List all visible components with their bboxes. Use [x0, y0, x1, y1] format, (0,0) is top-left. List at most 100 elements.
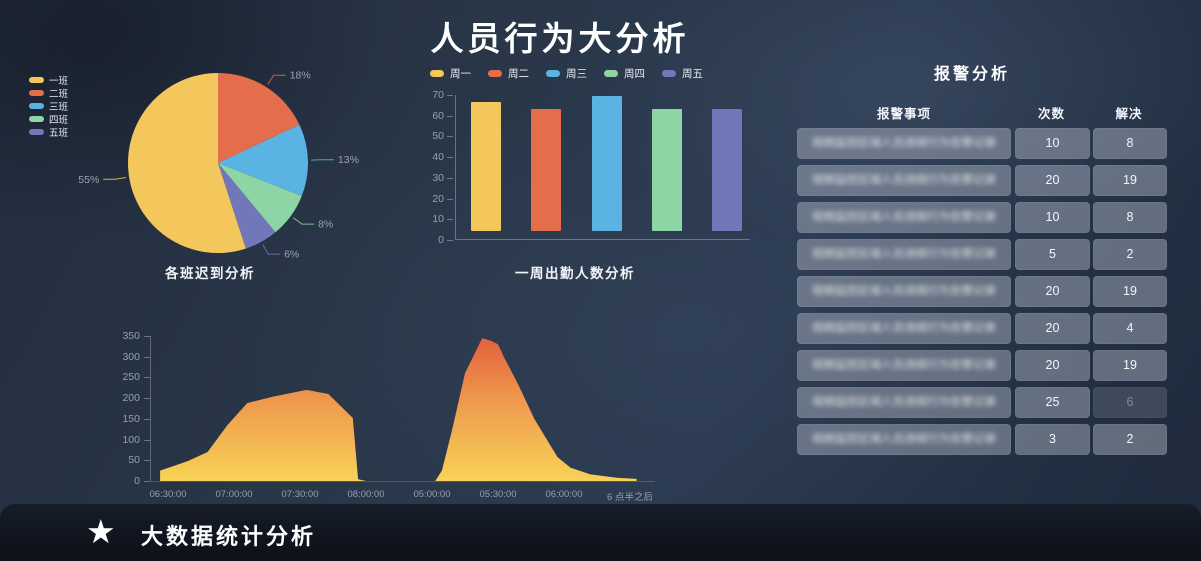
alarm-resolved-cell: 19: [1093, 350, 1167, 381]
alarm-col-header-count: 次数: [1037, 107, 1065, 121]
alarm-item-redacted-text: 视频监控区域人员违规行为告警记录: [812, 137, 996, 149]
area-y-tick-label: 100: [122, 433, 140, 446]
bar-周五: [712, 108, 742, 231]
alarm-count-cell: 20: [1015, 313, 1090, 344]
alarm-resolved-cell: 6: [1093, 387, 1167, 418]
area-y-tick-label: 0: [134, 475, 140, 487]
bar-y-tick: [447, 95, 453, 96]
bar-legend-item-周四[interactable]: 周四: [604, 66, 645, 81]
alarm-count-cell: 10: [1015, 128, 1090, 159]
alarm-item-redacted-text: 视频监控区域人员违规行为告警记录: [812, 248, 996, 260]
alarm-item-redacted-text: 视频监控区域人员违规行为告警记录: [812, 359, 996, 371]
area-x-tick-label: 06:00:00: [545, 489, 583, 500]
alarm-item-cell[interactable]: 视频监控区域人员违规行为告警记录: [797, 350, 1011, 381]
page-title: 人员行为大分析: [430, 20, 690, 57]
area-x-tick-label: 05:30:00: [479, 489, 517, 500]
legend-label: 周三: [566, 68, 587, 80]
area-x-tick-label: 07:30:00: [281, 489, 319, 500]
alarm-item-cell[interactable]: 视频监控区域人员违规行为告警记录: [797, 202, 1011, 233]
pie-legend-item-三班[interactable]: 三班: [29, 102, 68, 113]
alarm-table-row[interactable]: 视频监控区域人员违规行为告警记录 20 19: [797, 276, 1167, 307]
bar-y-tick-label: 50: [432, 130, 444, 143]
pie-legend: 一班 二班三班 四班 五班: [29, 76, 68, 141]
legend-label: 四班: [49, 114, 69, 126]
pie-legend-item-四班[interactable]: 四班: [29, 115, 68, 126]
area-y-tick-label: 200: [122, 392, 140, 405]
legend-swatch: [604, 70, 618, 77]
alarm-item-cell[interactable]: 视频监控区域人员违规行为告警记录: [797, 165, 1011, 196]
pie-legend-item-五班[interactable]: 五班: [29, 128, 68, 139]
alarm-col-header-resolved: 解决: [1115, 107, 1143, 121]
alarm-table-row[interactable]: 视频监控区域人员违规行为告警记录 20 19: [797, 350, 1167, 381]
alarm-item-cell[interactable]: 视频监控区域人员违规行为告警记录: [797, 387, 1011, 418]
pie-legend-item-二班[interactable]: 二班: [29, 89, 68, 100]
bar-legend: 周一 周二 周三 周四 周五: [430, 66, 703, 81]
bar-chart: [455, 95, 750, 240]
pie-legend-item-一班[interactable]: 一班: [29, 76, 68, 87]
pie-slice-二班: [218, 73, 300, 163]
alarm-item-redacted-text: 视频监控区域人员违规行为告警记录: [812, 174, 996, 186]
bar-周三: [592, 96, 622, 231]
alarm-item-cell[interactable]: 视频监控区域人员违规行为告警记录: [797, 276, 1011, 307]
alarm-item-redacted-text: 视频监控区域人员违规行为告警记录: [812, 396, 996, 408]
alarm-table-row[interactable]: 视频监控区域人员违规行为告警记录 10 8: [797, 202, 1167, 233]
alarm-resolved-cell: 2: [1093, 424, 1167, 455]
alarm-item-cell[interactable]: 视频监控区域人员违规行为告警记录: [797, 128, 1011, 159]
area-y-tick: [144, 460, 150, 462]
bar-y-tick: [447, 136, 453, 138]
legend-label: 二班: [49, 88, 69, 100]
alarm-count-cell: 25: [1015, 387, 1090, 418]
bar-y-tick: [447, 198, 453, 200]
legend-swatch: [29, 89, 44, 96]
alarm-item-redacted-text: 视频监控区域人员违规行为告警记录: [812, 285, 996, 297]
pie-label-leader: [262, 244, 281, 255]
area-x-tick-label: 6 点半之后: [607, 492, 653, 503]
bar-周一: [471, 102, 501, 231]
alarm-resolved-cell: 8: [1093, 128, 1167, 159]
bar-legend-item-周二[interactable]: 周二: [488, 66, 529, 81]
area-series: [160, 338, 637, 481]
bar-y-tick: [447, 115, 453, 117]
area-x-tick-label: 06:30:00: [149, 489, 187, 500]
alarm-item-cell[interactable]: 视频监控区域人员违规行为告警记录: [797, 239, 1011, 270]
bar-y-tick-label: 40: [432, 151, 444, 164]
footer-bar: ★ 大数据统计分析: [0, 504, 1201, 561]
pie-label-leader: [267, 74, 286, 85]
legend-label: 五班: [49, 127, 69, 139]
alarm-count-cell: 5: [1015, 239, 1090, 270]
bar-y-tick-label: 30: [432, 171, 444, 184]
legend-swatch: [662, 70, 676, 77]
alarm-item-cell[interactable]: 视频监控区域人员违规行为告警记录: [797, 313, 1011, 344]
pie-label-leader: [292, 217, 315, 225]
alarm-table-row[interactable]: 视频监控区域人员违规行为告警记录 3 2: [797, 424, 1167, 455]
bar-legend-item-周一[interactable]: 周一: [430, 66, 471, 81]
alarm-table-row[interactable]: 视频监控区域人员违规行为告警记录 20 4: [797, 313, 1167, 344]
legend-swatch: [29, 115, 44, 122]
footer-title: 大数据统计分析: [141, 524, 317, 549]
pie-percent-label: 18%: [290, 70, 311, 82]
alarm-count-cell: 10: [1015, 202, 1090, 233]
alarm-resolved-cell: 8: [1093, 202, 1167, 233]
pie-chart-title: 各班迟到分析: [165, 266, 255, 281]
area-y-tick: [144, 481, 150, 482]
area-x-tick-label: 07:00:00: [215, 489, 253, 500]
bar-legend-item-周三[interactable]: 周三: [546, 66, 587, 81]
alarm-item-cell[interactable]: 视频监控区域人员违规行为告警记录: [797, 424, 1011, 455]
legend-swatch: [546, 70, 560, 77]
bar-y-tick-label: 20: [432, 192, 444, 205]
area-chart: [160, 338, 637, 481]
area-chart-y-axis-line: [150, 336, 151, 481]
bar-y-tick-label: 10: [432, 213, 444, 226]
bar-legend-item-周五[interactable]: 周五: [662, 66, 703, 81]
alarm-table-row[interactable]: 视频监控区域人员违规行为告警记录 10 8: [797, 128, 1167, 159]
alarm-table: 视频监控区域人员违规行为告警记录 10 8 视频监控区域人员违规行为告警记录 20 19 视…: [797, 128, 1167, 461]
alarm-resolved-cell: 4: [1093, 313, 1167, 344]
alarm-table-row[interactable]: 视频监控区域人员违规行为告警记录 20 19: [797, 165, 1167, 196]
area-y-tick-label: 50: [128, 454, 140, 467]
pie-percent-label: 8%: [318, 219, 333, 231]
pie-percent-label: 55%: [78, 174, 99, 186]
area-y-tick-label: 300: [122, 350, 140, 363]
alarm-table-row[interactable]: 视频监控区域人员违规行为告警记录 5 2: [797, 239, 1167, 270]
alarm-table-row[interactable]: 视频监控区域人员违规行为告警记录 25 6: [797, 387, 1167, 418]
pie-slice-一班: [128, 73, 246, 253]
